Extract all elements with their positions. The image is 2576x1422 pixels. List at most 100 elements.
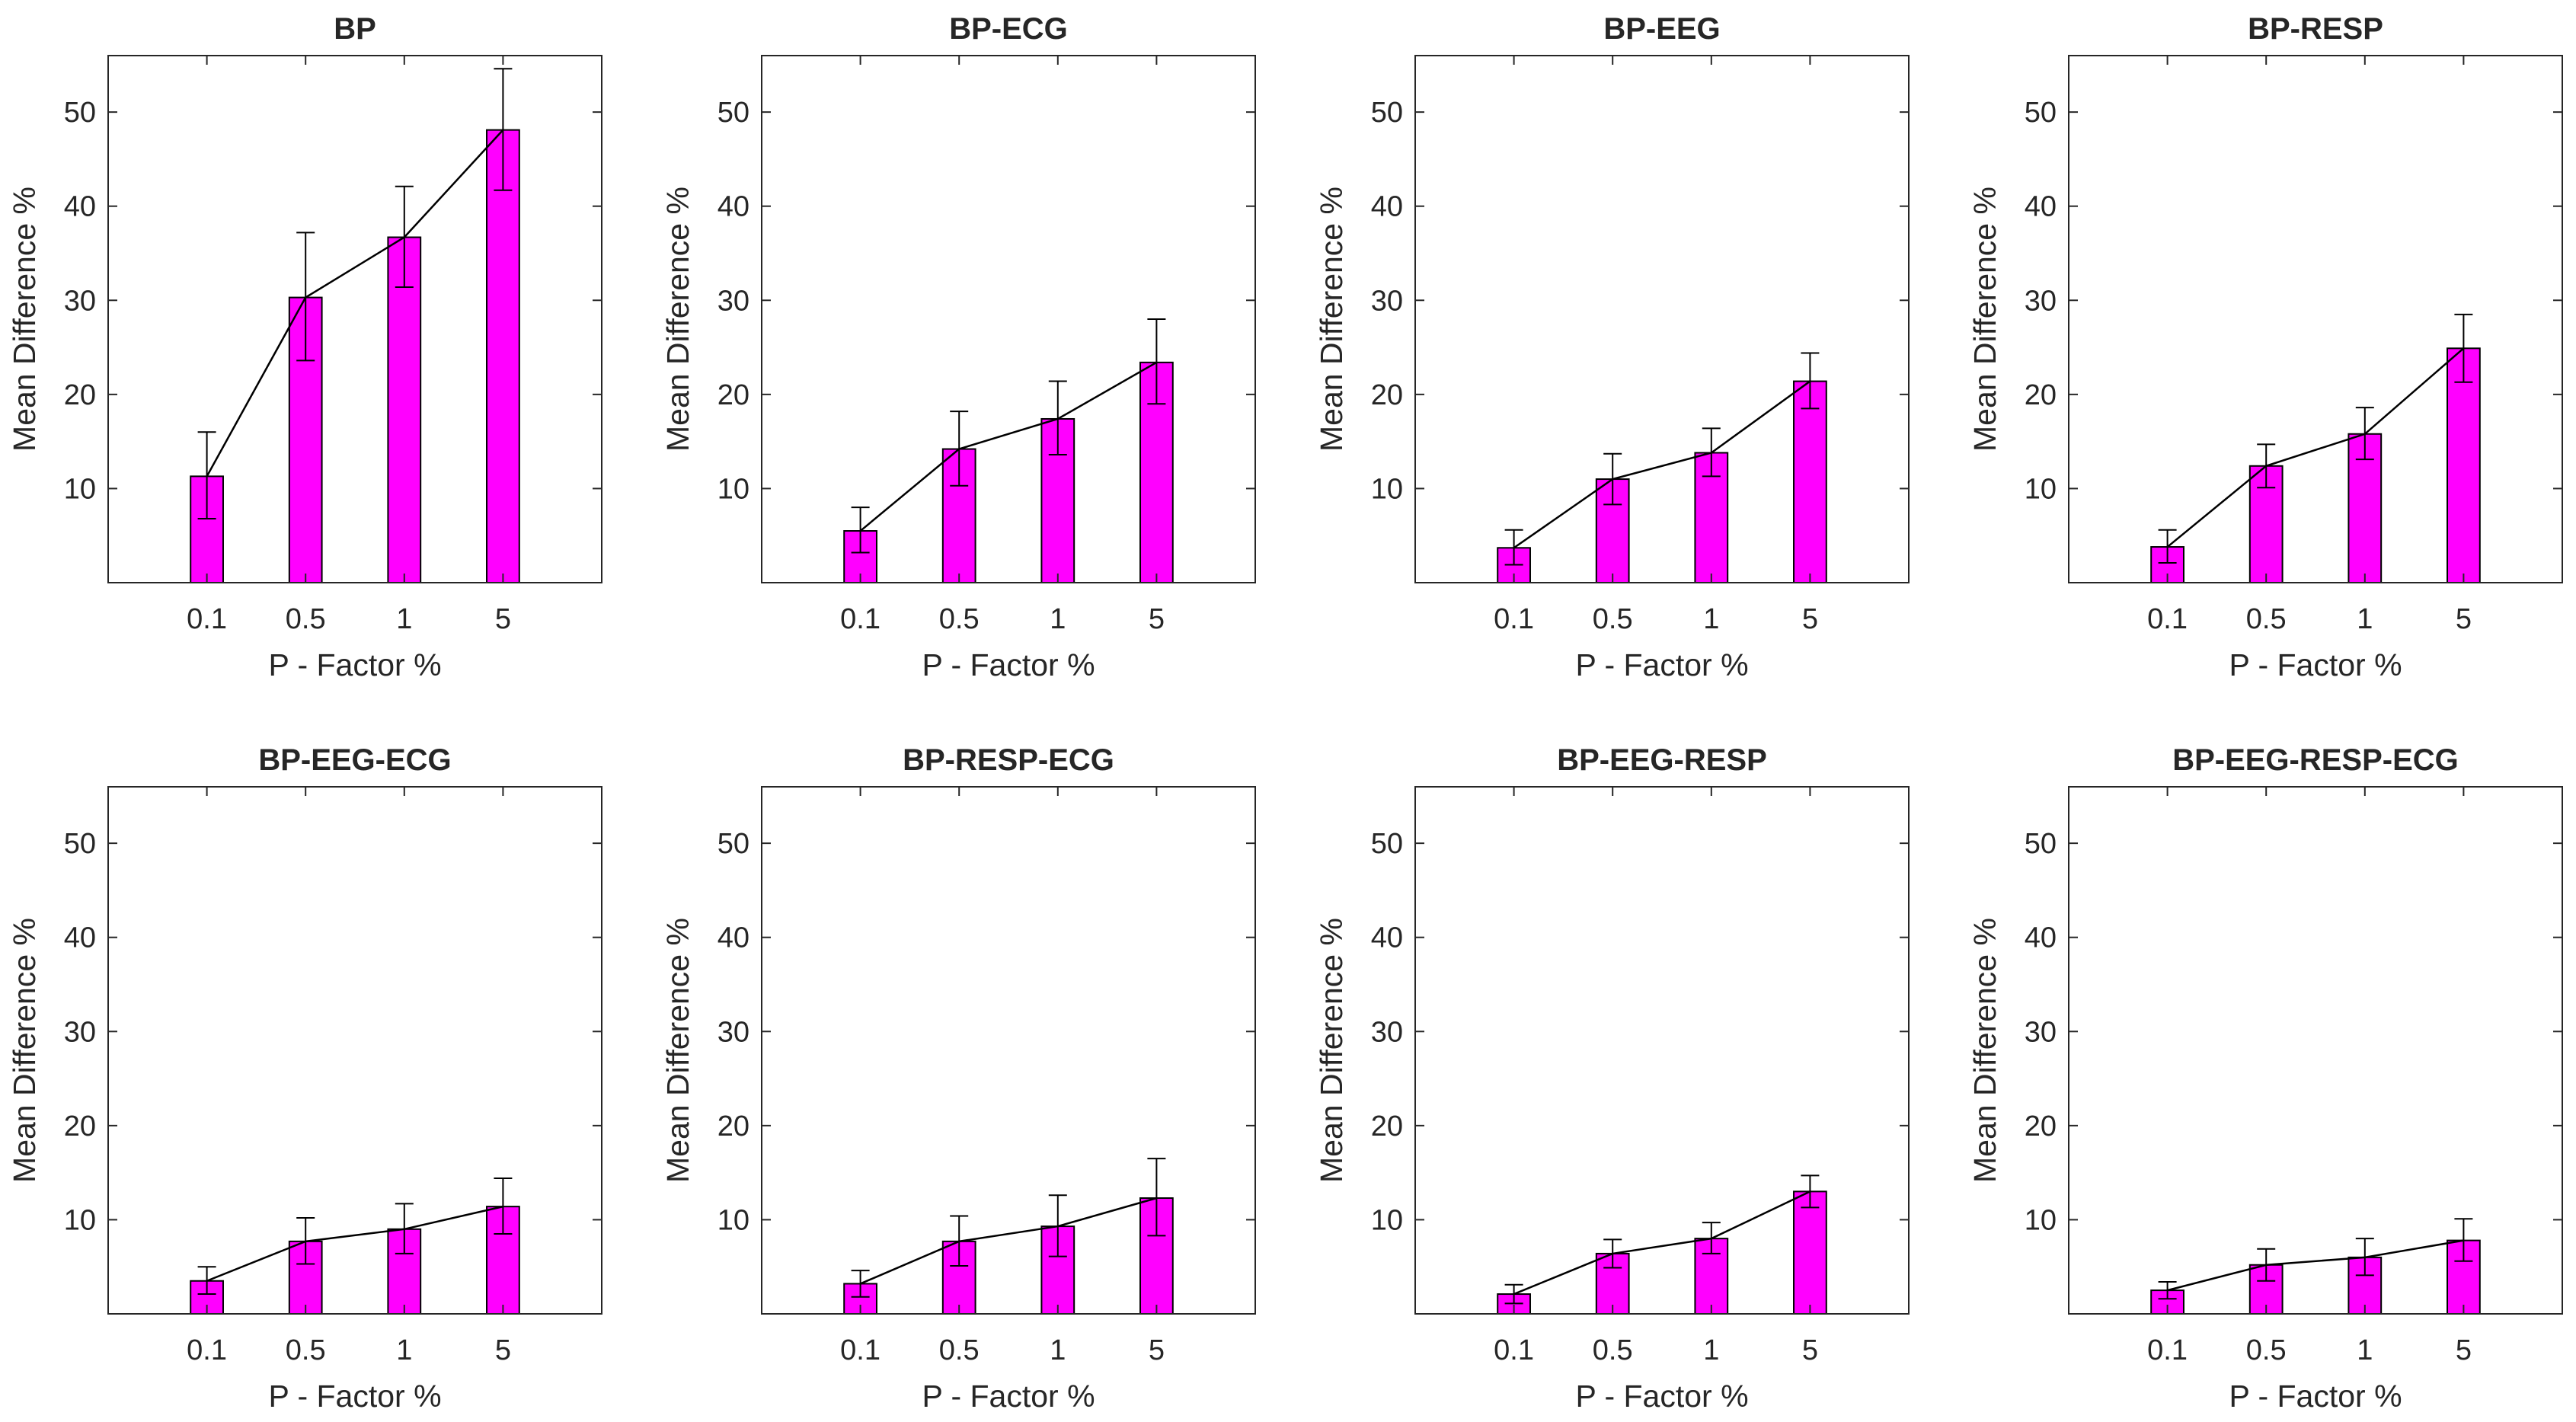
y-tick-label: 30	[718, 285, 749, 317]
y-tick-label: 10	[718, 473, 749, 505]
y-tick-label: 40	[718, 922, 749, 954]
chart-panel-5: BP-EEG-ECG 10 20 30 40 50 0.1 0.5 1 5 P - Factor %…	[7, 743, 602, 1414]
x-tick-label: 0.1	[187, 1334, 227, 1366]
x-tick-label: 1	[1703, 1334, 1719, 1366]
chart-title: BP-EEG-ECG	[258, 743, 451, 777]
y-axis-label: Mean Difference %	[660, 918, 695, 1183]
axes-box	[1414, 55, 1910, 583]
x-tick-label: 1	[396, 1334, 412, 1366]
y-tick-label: 30	[1371, 285, 1403, 317]
x-tick-label: 0.1	[2147, 603, 2188, 635]
y-tick-label: 10	[64, 1204, 96, 1236]
chart-panel-7: BP-EEG-RESP 10 20 30 40 50 0.1 0.5 1 5 P - Factor …	[1314, 743, 1910, 1414]
y-axis-label: Mean Difference %	[660, 187, 695, 452]
y-tick-label: 40	[64, 922, 96, 954]
x-tick-label: 0.1	[187, 603, 227, 635]
bar-5	[1793, 380, 1827, 583]
series-line	[1513, 1190, 1811, 1296]
x-axis-label: P - Factor %	[2229, 647, 2402, 682]
bar-5	[1793, 1190, 1827, 1315]
x-tick-label: 5	[495, 603, 511, 635]
series-line	[2166, 347, 2465, 548]
axes-box	[2068, 55, 2563, 583]
y-tick-label: 50	[64, 97, 96, 129]
series-line	[206, 1205, 503, 1282]
x-tick-label: 0.5	[2246, 1334, 2287, 1366]
x-tick-label: 1	[2357, 1334, 2373, 1366]
y-tick-label: 30	[718, 1016, 749, 1048]
x-tick-label: 5	[495, 1334, 511, 1366]
x-tick-label: 1	[2357, 603, 2373, 635]
y-tick-label: 20	[2025, 379, 2057, 411]
y-tick-label: 20	[64, 379, 96, 411]
x-axis-label: P - Factor %	[922, 1379, 1095, 1414]
y-tick-label: 40	[2025, 922, 2057, 954]
y-tick-label: 30	[2025, 285, 2057, 317]
x-axis-label: P - Factor %	[268, 647, 441, 682]
bar-5	[2447, 347, 2481, 583]
series-line	[1513, 380, 1811, 549]
series-line	[2167, 1239, 2464, 1292]
chart-panel-1: BP 10 20 30 40 50 0.1 0.5 1 5 P - Factor % Mean Dif…	[7, 12, 602, 682]
x-axis-label: P - Factor %	[1575, 1379, 1748, 1414]
axes-box	[761, 55, 1256, 583]
axes-box	[107, 786, 602, 1315]
chart-panel-3: BP-EEG 10 20 30 40 50 0.1 0.5 1 5 P - Factor % Mean…	[1314, 12, 1910, 682]
x-axis-label: P - Factor %	[268, 1379, 441, 1414]
bar-5	[486, 129, 520, 584]
series-line	[206, 129, 504, 477]
series-line	[860, 1197, 1157, 1285]
y-tick-label: 30	[1371, 1016, 1403, 1048]
x-tick-label: 5	[1149, 1334, 1165, 1366]
y-axis-label: Mean Difference %	[7, 187, 42, 452]
y-axis-label: Mean Difference %	[1967, 187, 2002, 452]
x-tick-label: 0.5	[2246, 603, 2287, 635]
series-line	[859, 361, 1158, 532]
y-tick-label: 50	[718, 97, 749, 129]
x-axis-label: P - Factor %	[1575, 647, 1748, 682]
y-tick-label: 20	[1371, 1110, 1403, 1142]
y-tick-label: 40	[64, 191, 96, 223]
x-tick-label: 1	[1703, 603, 1719, 635]
y-tick-label: 20	[718, 1110, 749, 1142]
axes-box	[107, 55, 602, 583]
x-axis-label: P - Factor %	[922, 647, 1095, 682]
y-axis-label: Mean Difference %	[1967, 918, 2002, 1183]
x-tick-label: 0.5	[1593, 603, 1633, 635]
y-tick-label: 30	[64, 1016, 96, 1048]
y-tick-label: 50	[64, 828, 96, 860]
chart-title: BP-EEG-RESP	[1557, 743, 1767, 777]
y-tick-label: 50	[718, 828, 749, 860]
x-tick-label: 5	[1149, 603, 1165, 635]
chart-title: BP	[334, 12, 376, 46]
x-tick-label: 5	[1802, 1334, 1818, 1366]
y-axis-label: Mean Difference %	[7, 918, 42, 1183]
y-tick-label: 20	[1371, 379, 1403, 411]
y-tick-label: 10	[1371, 473, 1403, 505]
chart-title: BP-EEG-RESP-ECG	[2172, 743, 2459, 777]
y-tick-label: 50	[2025, 828, 2057, 860]
x-tick-label: 0.5	[1593, 1334, 1633, 1366]
axes-box	[761, 786, 1256, 1315]
y-tick-label: 30	[2025, 1016, 2057, 1048]
x-tick-label: 0.5	[286, 1334, 326, 1366]
y-tick-label: 10	[64, 473, 96, 505]
axes-box	[1414, 786, 1910, 1315]
x-tick-label: 1	[1050, 603, 1066, 635]
chart-panel-8: BP-EEG-RESP-ECG 10 20 30 40 50 0.1 0.5 1 5 P - Fac…	[1967, 743, 2563, 1414]
x-tick-label: 0.1	[2147, 1334, 2188, 1366]
y-tick-label: 50	[1371, 828, 1403, 860]
x-tick-label: 0.5	[939, 603, 980, 635]
x-tick-label: 0.1	[1494, 1334, 1534, 1366]
x-tick-label: 1	[1050, 1334, 1066, 1366]
x-tick-label: 0.1	[840, 1334, 881, 1366]
chart-title: BP-RESP	[2248, 12, 2383, 46]
y-tick-label: 20	[718, 379, 749, 411]
y-tick-label: 50	[1371, 97, 1403, 129]
x-tick-label: 0.1	[840, 603, 881, 635]
chart-title: BP-ECG	[949, 12, 1068, 46]
bar-1	[387, 236, 422, 583]
y-tick-label: 40	[2025, 191, 2057, 223]
